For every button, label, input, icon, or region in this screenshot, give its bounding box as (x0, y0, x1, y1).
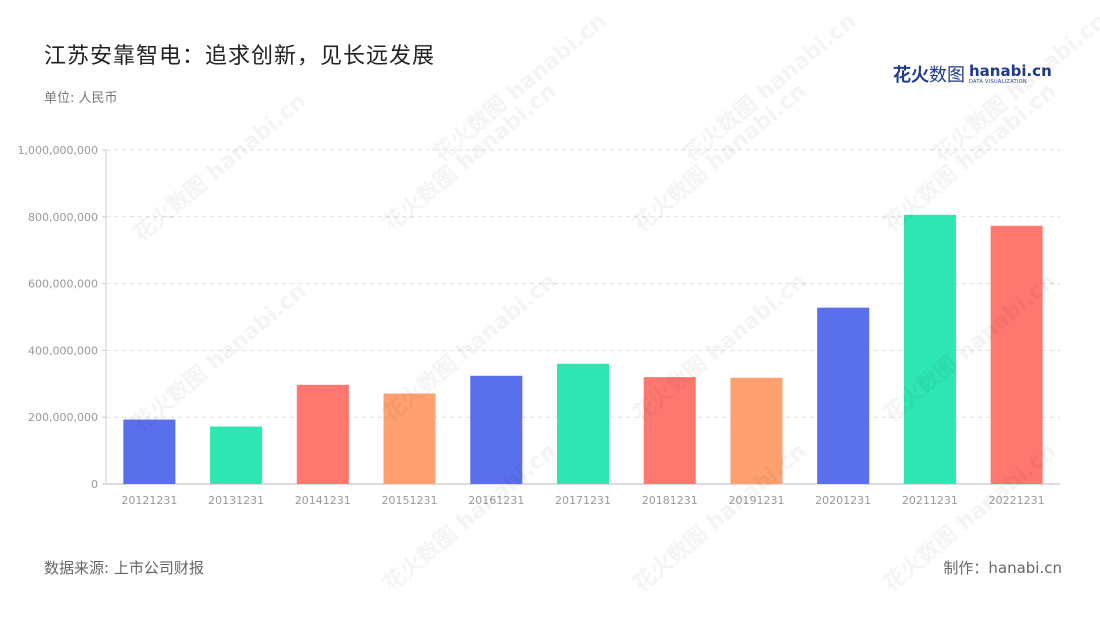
x-tick-label: 20201231 (815, 494, 871, 507)
y-tick-label: 400,000,000 (28, 344, 98, 357)
brand-logo: 花火数图 hanabi.cn DATA VISUALIZATION (893, 60, 1052, 88)
y-tick-label: 0 (91, 478, 98, 491)
bar (643, 377, 696, 484)
x-tick-label: 20191231 (728, 494, 784, 507)
bar (296, 384, 349, 484)
x-tick-label: 20221231 (989, 494, 1045, 507)
x-tick-label: 20181231 (642, 494, 698, 507)
x-tick-label: 20151231 (382, 494, 438, 507)
data-source: 数据来源: 上市公司财报 (44, 559, 204, 577)
x-tick-label: 20161231 (468, 494, 524, 507)
bar (556, 363, 610, 484)
bar (383, 393, 436, 484)
logo-english: hanabi.cn DATA VISUALIZATION (969, 61, 1052, 85)
bar (730, 377, 783, 484)
y-tick-label: 800,000,000 (28, 211, 98, 224)
x-tick-label: 20171231 (555, 494, 611, 507)
unit-label: 单位: 人民币 (44, 91, 118, 106)
bar (123, 419, 176, 484)
x-tick-label: 20141231 (295, 494, 351, 507)
bar (903, 214, 956, 484)
bar (470, 375, 523, 484)
x-tick-label: 20121231 (121, 494, 177, 507)
y-tick-label: 1,000,000,000 (18, 144, 98, 157)
x-tick-label: 20131231 (208, 494, 264, 507)
y-tick-label: 200,000,000 (28, 411, 98, 424)
chart-title: 江苏安靠智电：追求创新，见长远发展 (44, 44, 436, 69)
y-tick-label: 600,000,000 (28, 278, 98, 291)
bar (210, 426, 263, 484)
credit-text: 制作：hanabi.cn (943, 559, 1062, 577)
bar (990, 225, 1043, 484)
logo-chinese: 花火数图 (893, 65, 965, 86)
x-tick-label: 20211231 (902, 494, 958, 507)
bar (817, 307, 870, 484)
